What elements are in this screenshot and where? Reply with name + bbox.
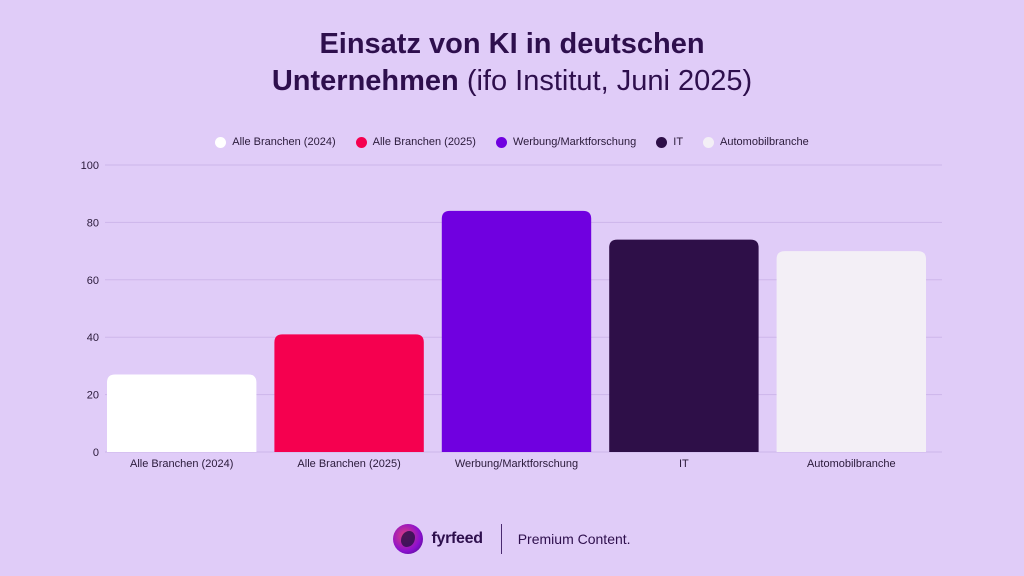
y-tick-label: 100 xyxy=(81,160,99,172)
legend-item: Werbung/Marktforschung xyxy=(495,136,637,148)
chart-legend: Alle Branchen (2024) Alle Branchen (2025)… xyxy=(0,136,1024,148)
brand-name: fyrfeed xyxy=(431,530,483,547)
x-category-label: Alle Branchen (2024) xyxy=(130,458,233,470)
title-line-2: Unternehmen (ifo Institut, Juni 2025) xyxy=(0,63,1024,100)
y-tick-label: 60 xyxy=(87,275,99,287)
legend-swatch xyxy=(656,136,668,148)
legend-item: Alle Branchen (2025) xyxy=(355,136,476,148)
bar xyxy=(609,239,759,452)
legend-swatch xyxy=(215,136,227,148)
footer: fyrfeed Premium Content. xyxy=(0,520,1024,558)
bar xyxy=(776,251,926,452)
bar-chart: 0 20 40 60 80 100 Alle Branchen (2024) Alle Bra… xyxy=(81,160,942,470)
bar xyxy=(107,374,257,452)
legend-label: Werbung/Marktforschung xyxy=(512,136,637,148)
title-line-1: Einsatz von KI in deutschen xyxy=(319,28,705,60)
x-category-label: IT xyxy=(679,458,689,470)
title-line-2-normal: (ifo Institut, Juni 2025) xyxy=(458,65,753,97)
legend-label: Automobilbranche xyxy=(720,136,809,148)
chart-title: Einsatz von KI in deutschen Unternehmen … xyxy=(0,26,1024,100)
legend-item: IT xyxy=(656,136,683,148)
y-tick-label: 40 xyxy=(87,332,99,344)
x-category-label: Automobilbranche xyxy=(807,458,896,470)
y-tick-label: 80 xyxy=(87,217,99,229)
footer-divider xyxy=(500,524,502,554)
legend-item: Automobilbranche xyxy=(703,136,809,148)
legend-label: IT xyxy=(673,136,684,148)
legend-label: Alle Branchen (2024) xyxy=(232,136,336,148)
x-category-label: Alle Branchen (2025) xyxy=(297,458,400,470)
x-category-label: Werbung/Marktforschung xyxy=(455,458,578,470)
y-tick-label: 20 xyxy=(87,390,99,402)
title-line-2-bold: Unternehmen xyxy=(271,65,459,97)
legend-swatch xyxy=(355,136,367,148)
y-tick-label: 0 xyxy=(93,447,99,459)
legend-item: Alle Branchen (2024) xyxy=(215,136,336,148)
legend-swatch xyxy=(495,136,507,148)
fyrfeed-logo-icon xyxy=(393,524,424,554)
tagline: Premium Content. xyxy=(517,531,631,547)
legend-label: Alle Branchen (2025) xyxy=(372,136,476,148)
bar xyxy=(274,334,424,452)
bar xyxy=(441,210,592,452)
legend-swatch xyxy=(703,136,715,148)
